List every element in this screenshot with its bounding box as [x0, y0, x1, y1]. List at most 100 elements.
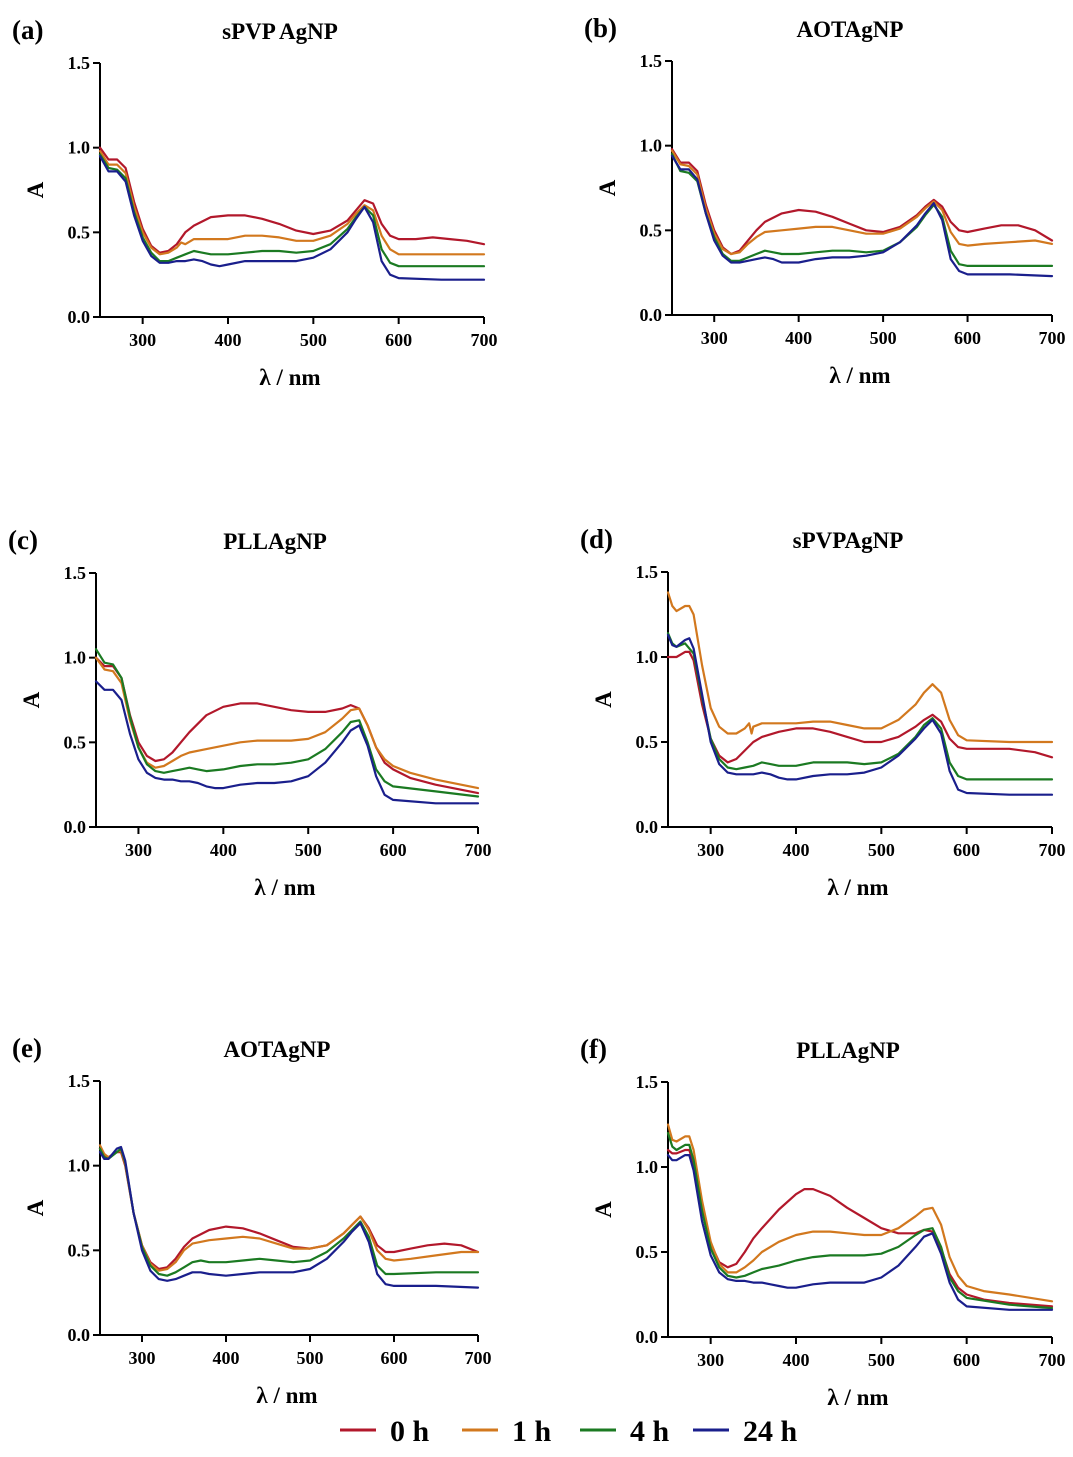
panel-f: (f) PLLAgNP 0.0 0.5 1.0 1.5 300 400 500 600 700 λ /…: [580, 1034, 1066, 1410]
x-tick-label: 400: [213, 1348, 240, 1368]
x-tick-label: 300: [697, 1350, 724, 1370]
y-tick-label: 0.0: [64, 817, 87, 837]
x-tick-label: 700: [1039, 328, 1066, 348]
y-tick-label: 1.5: [64, 563, 87, 583]
y-tick-label: 1.0: [636, 647, 659, 667]
legend-label-4-h: 4 h: [630, 1415, 670, 1448]
x-tick-label: 300: [701, 328, 728, 348]
chart-title: sPVP AgNP: [222, 19, 338, 44]
x-tick-label: 500: [300, 330, 327, 350]
series-line-1-h: [666, 591, 1054, 744]
y-tick-label: 0.5: [68, 222, 91, 242]
y-tick-label: 0.0: [636, 1327, 659, 1347]
y-tick-label: 1.0: [68, 1156, 91, 1176]
chart-title: sPVPAgNP: [793, 528, 904, 553]
series-line-24-h: [666, 633, 1054, 796]
series-line-1-h: [98, 150, 486, 256]
x-axis-label: λ / nm: [256, 1383, 317, 1408]
y-tick-label: 1.0: [636, 1157, 659, 1177]
x-tick-label: 400: [785, 328, 812, 348]
panel-letter: (c): [8, 525, 38, 555]
x-tick-label: 700: [465, 1348, 492, 1368]
x-tick-label: 300: [125, 840, 152, 860]
x-tick-label: 500: [297, 1348, 324, 1368]
chart-title: PLLAgNP: [223, 529, 327, 554]
chart-title: PLLAgNP: [796, 1038, 900, 1063]
y-tick-label: 1.5: [636, 562, 659, 582]
y-tick-label: 0.0: [68, 307, 91, 327]
x-tick-label: 400: [783, 840, 810, 860]
x-tick-label: 300: [129, 1348, 156, 1368]
x-tick-label: 600: [953, 1350, 980, 1370]
series-line-0-h: [94, 656, 480, 795]
series-line-0-h: [670, 148, 1054, 256]
y-tick-label: 1.0: [640, 136, 663, 156]
x-tick-label: 500: [295, 840, 322, 860]
series-line-24-h: [98, 1145, 480, 1289]
y-axis-label: A: [595, 179, 620, 196]
x-tick-label: 700: [471, 330, 498, 350]
x-tick-label: 700: [1039, 840, 1066, 860]
series-line-24-h: [98, 155, 486, 281]
y-tick-label: 0.5: [640, 220, 663, 240]
x-tick-label: 300: [697, 840, 724, 860]
y-tick-label: 0.0: [636, 817, 659, 837]
series-line-4-h: [666, 632, 1054, 781]
legend-label-24-h: 24 h: [743, 1415, 798, 1448]
y-tick-label: 0.5: [68, 1240, 91, 1260]
y-axis-label: A: [591, 691, 616, 708]
x-tick-label: 300: [129, 330, 156, 350]
panel-a: (a) sPVP AgNP 0.0 0.5 1.0 1.5 300 400 500 600 700 λ…: [12, 15, 498, 390]
y-tick-label: 0.5: [64, 732, 87, 752]
series-line-24-h: [670, 154, 1054, 278]
y-tick-label: 1.5: [640, 51, 663, 71]
x-tick-label: 500: [868, 840, 895, 860]
series-line-1-h: [666, 1123, 1054, 1303]
x-tick-label: 600: [385, 330, 412, 350]
y-tick-label: 0.0: [640, 305, 663, 325]
series-line-1-h: [670, 149, 1054, 256]
x-axis-label: λ / nm: [829, 363, 890, 388]
x-tick-label: 600: [953, 840, 980, 860]
panel-d: (d) sPVPAgNP 0.0 0.5 1.0 1.5 300 400 500 600 700 λ …: [580, 524, 1066, 900]
legend-label-0-h: 0 h: [390, 1415, 430, 1448]
legend-label-1-h: 1 h: [512, 1415, 552, 1448]
y-tick-label: 1.0: [64, 648, 87, 668]
y-tick-label: 1.5: [636, 1072, 659, 1092]
panel-letter: (a): [12, 15, 43, 45]
panel-letter: (e): [12, 1033, 42, 1063]
series-line-4-h: [670, 153, 1054, 267]
panel-letter: (f): [580, 1034, 607, 1064]
x-tick-label: 500: [868, 1350, 895, 1370]
y-axis-label: A: [23, 1199, 48, 1216]
series-line-24-h: [94, 680, 480, 805]
x-tick-label: 600: [380, 840, 407, 860]
x-tick-label: 700: [465, 840, 492, 860]
chart-title: AOTAgNP: [797, 17, 904, 42]
panel-letter: (d): [580, 524, 613, 554]
y-axis-label: A: [23, 181, 48, 198]
x-axis-label: λ / nm: [254, 875, 315, 900]
x-axis-label: λ / nm: [259, 365, 320, 390]
series-line-4-h: [98, 153, 486, 268]
y-axis-label: A: [591, 1201, 616, 1218]
legend: 0 h 1 h 4 h 24 h: [340, 1415, 798, 1448]
chart-title: AOTAgNP: [224, 1037, 331, 1062]
y-tick-label: 1.5: [68, 1071, 91, 1091]
x-tick-label: 400: [783, 1350, 810, 1370]
x-tick-label: 600: [381, 1348, 408, 1368]
x-tick-label: 400: [210, 840, 237, 860]
y-axis-label: A: [19, 691, 44, 708]
x-tick-label: 500: [870, 328, 897, 348]
panel-c: (c) PLLAgNP 0.0 0.5 1.0 1.5 300 400 500 600 700 λ /…: [8, 525, 492, 900]
series-line-4-h: [666, 1131, 1054, 1310]
panels: (a) sPVP AgNP 0.0 0.5 1.0 1.5 300 400 500 600 700 λ…: [8, 13, 1066, 1410]
x-axis-label: λ / nm: [827, 875, 888, 900]
panel-letter: (b): [584, 13, 617, 43]
x-tick-label: 600: [954, 328, 981, 348]
y-tick-label: 0.5: [636, 732, 659, 752]
series-line-0-h: [98, 1147, 480, 1271]
y-tick-label: 1.0: [68, 138, 91, 158]
panel-e: (e) AOTAgNP 0.0 0.5 1.0 1.5 300 400 500 600 700 λ /…: [12, 1033, 492, 1408]
